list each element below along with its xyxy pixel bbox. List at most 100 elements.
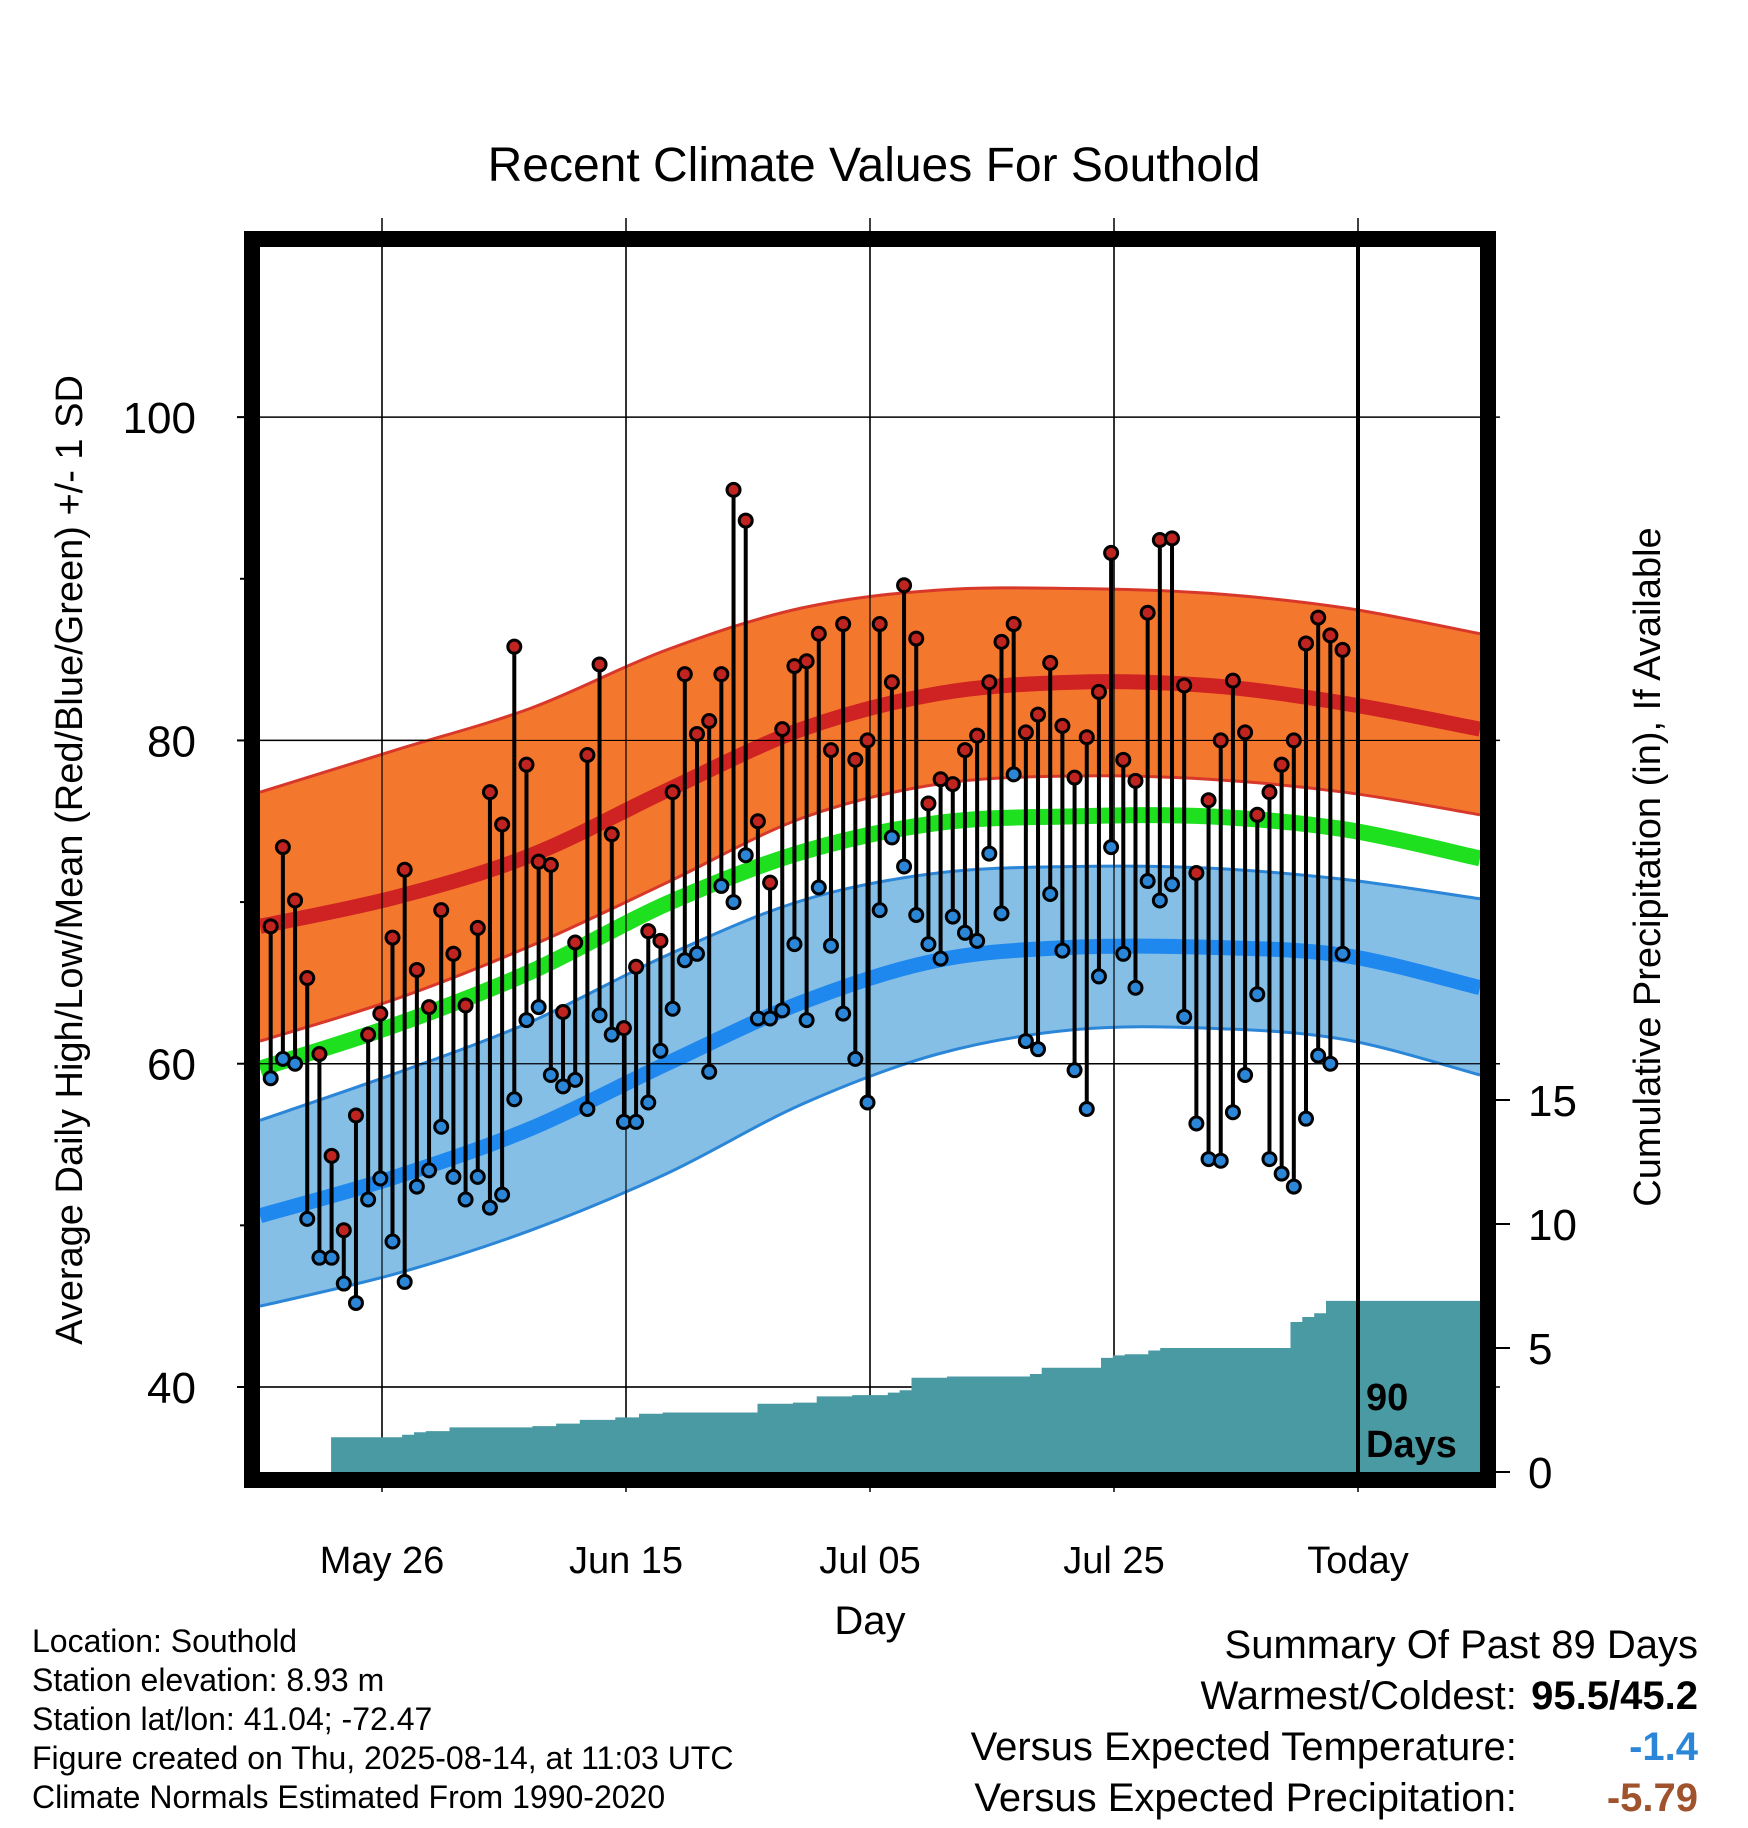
low-point (676, 952, 693, 969)
low-point (652, 1042, 669, 1059)
high-point (335, 1222, 352, 1239)
low-point (969, 932, 986, 949)
high-point (701, 713, 718, 730)
y2-axis-label: Cumulative Precipitation (in), If Availa… (1627, 527, 1669, 1206)
high-point (1042, 654, 1059, 671)
low-point (1237, 1067, 1254, 1084)
y-tick-label: 80 (147, 717, 196, 766)
high-point (871, 616, 888, 633)
precip-value: -5.79 (1606, 1776, 1698, 1820)
low-point (591, 1007, 608, 1024)
low-point (859, 1094, 876, 1111)
high-point (847, 751, 864, 768)
summary-temp: Versus Expected Temperature: -1.4 (971, 1722, 1698, 1773)
high-point (993, 633, 1010, 650)
high-point (542, 856, 559, 873)
high-point (262, 918, 279, 935)
high-point (1017, 724, 1034, 741)
low-point (408, 1178, 425, 1195)
high-point (311, 1046, 328, 1063)
low-point (993, 905, 1010, 922)
high-point (591, 656, 608, 673)
low-point (883, 829, 900, 846)
low-point (762, 1010, 779, 1027)
low-point (640, 1094, 657, 1111)
high-point (506, 638, 523, 655)
high-point (555, 1003, 572, 1020)
latlon-text: Station lat/lon: 41.04; -72.47 (32, 1701, 433, 1737)
high-point (579, 746, 596, 763)
y2-tick-label: 10 (1528, 1201, 1577, 1250)
low-point (1310, 1047, 1327, 1064)
high-point (1261, 784, 1278, 801)
low-point (372, 1170, 389, 1187)
high-point (1224, 672, 1241, 689)
high-point (518, 756, 535, 773)
low-point (664, 1000, 681, 1017)
high-point (1322, 627, 1339, 644)
station-info: Location: Southold Station elevation: 8.… (32, 1622, 733, 1817)
low-point (1151, 892, 1168, 909)
x-tick-label: Jul 25 (1063, 1540, 1164, 1582)
high-point (1237, 724, 1254, 741)
low-point (1164, 876, 1181, 893)
low-point (835, 1005, 852, 1022)
high-point (689, 725, 705, 742)
low-point (530, 999, 547, 1016)
high-point (1139, 604, 1156, 621)
days-label: Days (1366, 1424, 1457, 1466)
low-point (1212, 1152, 1229, 1169)
y-tick-label: 100 (123, 394, 196, 443)
high-point (713, 666, 730, 683)
high-point (1310, 609, 1327, 626)
high-point (408, 961, 425, 978)
low-point (1249, 986, 1266, 1003)
high-point (274, 839, 291, 856)
high-point (883, 674, 900, 691)
high-point (1273, 756, 1290, 773)
high-point (798, 653, 815, 670)
low-point (469, 1168, 486, 1185)
high-point (384, 929, 401, 946)
high-point (762, 874, 779, 891)
low-point (494, 1186, 511, 1203)
low-point (944, 908, 961, 925)
low-point (981, 845, 998, 862)
normals-text: Climate Normals Estimated From 1990-2020 (32, 1779, 666, 1815)
x-tick-label: May 26 (320, 1540, 445, 1582)
high-point (920, 795, 937, 812)
high-point (944, 776, 961, 793)
low-point (384, 1233, 401, 1250)
high-point (323, 1147, 340, 1164)
high-point (1285, 732, 1302, 749)
low-point (932, 950, 949, 967)
high-point (372, 1005, 389, 1022)
low-point (323, 1249, 340, 1266)
high-point (603, 826, 620, 843)
x-tick-label: Today (1307, 1540, 1408, 1582)
low-point (1273, 1165, 1290, 1182)
high-point (469, 919, 486, 936)
y2-tick-label: 15 (1528, 1077, 1577, 1126)
low-point (335, 1275, 352, 1292)
low-point (433, 1118, 450, 1135)
high-point (1115, 751, 1132, 768)
high-sd-band (260, 587, 1480, 1042)
low-point (481, 1199, 498, 1216)
low-point (1261, 1151, 1278, 1168)
plot-area: 40 60 80 100 0 5 10 15 May 26 Jun 15 Jul 05 Jul 25 T… (123, 218, 1577, 1582)
precip-area (260, 1300, 1480, 1472)
high-point (1078, 729, 1095, 746)
high-point (640, 923, 657, 940)
high-sd-band-upper-edge (259, 586, 1481, 794)
summary-warm-cold: Warmest/Coldest: 95.5/45.2 (971, 1671, 1699, 1722)
low-point (1017, 1033, 1034, 1050)
low-point (956, 924, 973, 941)
high-point (1103, 544, 1120, 561)
high-point (1030, 706, 1047, 723)
low-point (262, 1070, 279, 1087)
high-point (725, 481, 742, 498)
low-point (798, 1012, 815, 1029)
low-point (774, 1002, 791, 1019)
